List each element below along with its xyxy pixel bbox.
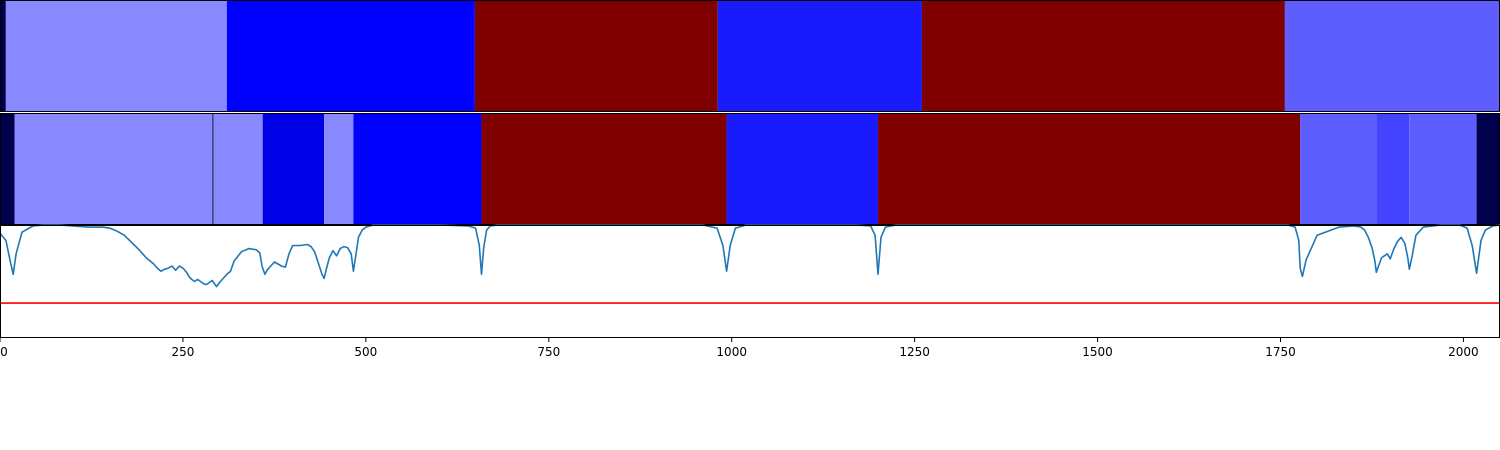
bottom-segment (878, 113, 1301, 225)
top-segment (0, 0, 6, 112)
bottom-segment (353, 113, 482, 225)
bottom-segment (1409, 113, 1477, 225)
x-tick-label: 1750 (1265, 345, 1296, 359)
segmentation-bottom-panel (0, 113, 1500, 225)
bottom-segment (1376, 113, 1410, 225)
top-segment (717, 0, 922, 112)
bottom-segment (1300, 113, 1377, 225)
x-tick-label: 1000 (716, 345, 747, 359)
x-tick-label: 2000 (1448, 345, 1479, 359)
x-tick-label: 1500 (1082, 345, 1113, 359)
score-line-panel (0, 224, 1500, 338)
top-segment (474, 0, 718, 112)
score-series-line (0, 224, 1500, 288)
x-axis: 0 250 500 750 1000 1250 1500 1750 2000 (0, 338, 1479, 359)
bottom-segment (262, 113, 325, 225)
x-tick-label: 0 (0, 345, 8, 359)
bottom-segment (14, 113, 213, 225)
x-tick-label: 250 (171, 345, 194, 359)
bottom-segment (481, 113, 727, 225)
bottom-segment (324, 113, 354, 225)
bottom-segment (726, 113, 879, 225)
line-panel-background (0, 225, 1500, 338)
bottom-segment (212, 113, 263, 225)
segmentation-top-panel (0, 0, 1500, 112)
bottom-segment (1476, 113, 1500, 225)
bottom-segment (0, 113, 15, 225)
x-tick-label: 1250 (899, 345, 930, 359)
top-segment (5, 0, 227, 112)
x-tick-label: 750 (537, 345, 560, 359)
top-segment (226, 0, 475, 112)
top-segment (921, 0, 1285, 112)
x-tick-label: 500 (354, 345, 377, 359)
top-segment (1284, 0, 1500, 112)
